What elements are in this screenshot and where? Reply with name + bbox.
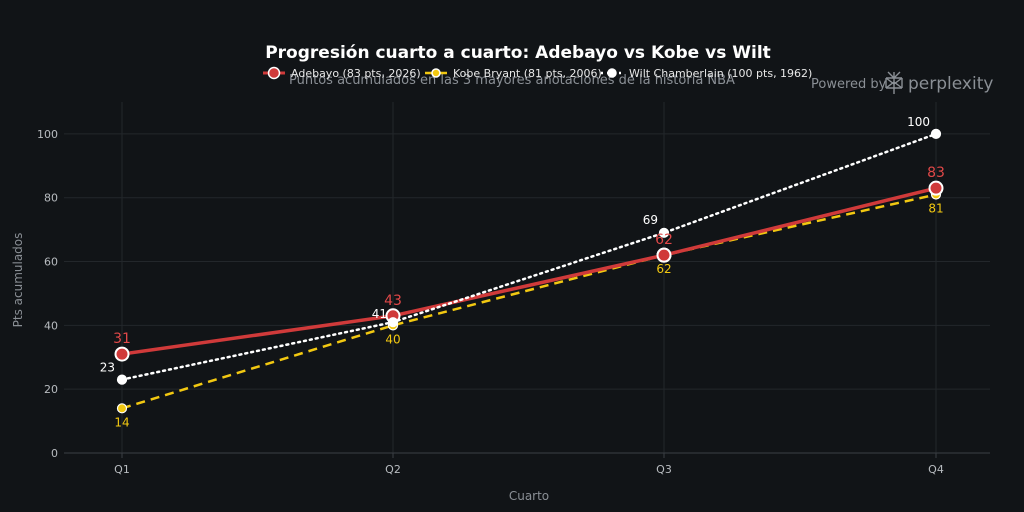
- legend-item-2: Wilt Chamberlain (100 pts, 1962): [601, 67, 812, 80]
- legend-swatch-marker: [431, 68, 441, 78]
- y-tick-label: 0: [51, 447, 58, 460]
- series-point-1: [116, 403, 128, 414]
- series-point-0: [928, 180, 944, 196]
- series-point-2: [387, 317, 399, 328]
- y-tick-label: 80: [44, 192, 58, 205]
- axis-layer: 0 20 40 60 80 100 Q1 Q2 Q3 Q4: [37, 128, 990, 476]
- legend-swatch-marker: [267, 66, 281, 80]
- data-label-2: 100: [907, 115, 930, 129]
- data-label-1: 14: [114, 415, 129, 429]
- data-label-0: 62: [655, 232, 673, 248]
- series-point-0: [656, 247, 672, 263]
- series-point-2: [930, 128, 942, 140]
- x-tick-label: Q1: [114, 463, 130, 476]
- chart-subtitle: Puntos acumulados en las 3 mayores anota…: [289, 73, 735, 88]
- data-label-2: 69: [643, 213, 658, 227]
- watermark: Powered by perplexity: [811, 71, 993, 94]
- x-tick-label: Q2: [385, 463, 401, 476]
- legend-item-1: Kobe Bryant (81 pts, 2006): [425, 67, 602, 80]
- perplexity-logo-icon: [885, 71, 903, 94]
- chart-title: Progresión cuarto a cuarto: Adebayo vs K…: [265, 43, 771, 63]
- legend-label: Wilt Chamberlain (100 pts, 1962): [629, 67, 812, 80]
- legend-label: Adebayo (83 pts, 2026): [291, 67, 421, 80]
- y-tick-label: 100: [37, 128, 58, 141]
- x-axis-title: Cuarto: [509, 489, 549, 503]
- data-label-2: 23: [100, 361, 115, 375]
- y-tick-label: 40: [44, 319, 58, 332]
- watermark-prefix: Powered by: [811, 77, 887, 92]
- y-axis-title: Pts acumulados: [11, 233, 25, 328]
- legend-swatch-marker: [607, 68, 617, 78]
- series-point-2: [658, 227, 670, 238]
- data-label-0: 43: [384, 293, 402, 309]
- series-line-1: [121, 193, 937, 410]
- legend: Adebayo (83 pts, 2026) Kobe Bryant (81 pt…: [263, 66, 812, 80]
- y-tick-label: 20: [44, 383, 58, 396]
- series-line-0: [121, 186, 937, 356]
- data-label-2: 41: [372, 307, 387, 321]
- data-label-0: 31: [113, 331, 131, 347]
- data-label-1: 81: [928, 202, 943, 216]
- legend-label: Kobe Bryant (81 pts, 2006): [453, 67, 602, 80]
- data-label-1: 40: [385, 332, 400, 346]
- y-tick-label: 60: [44, 256, 58, 269]
- x-tick-label: Q4: [928, 463, 944, 476]
- grid-layer: [64, 102, 990, 454]
- data-label-1: 62: [656, 262, 671, 276]
- legend-item-0: Adebayo (83 pts, 2026): [263, 66, 421, 80]
- watermark-brand: perplexity: [908, 74, 993, 94]
- label-layer: 31 43 62 83 14 40 62 81 23 41 69 100: [100, 115, 945, 429]
- series-line-2: [120, 132, 938, 381]
- series-point-0: [114, 346, 130, 362]
- data-label-0: 83: [927, 165, 945, 181]
- series-point-2: [116, 374, 128, 385]
- series-layer: [114, 128, 944, 414]
- x-tick-label: Q3: [656, 463, 672, 476]
